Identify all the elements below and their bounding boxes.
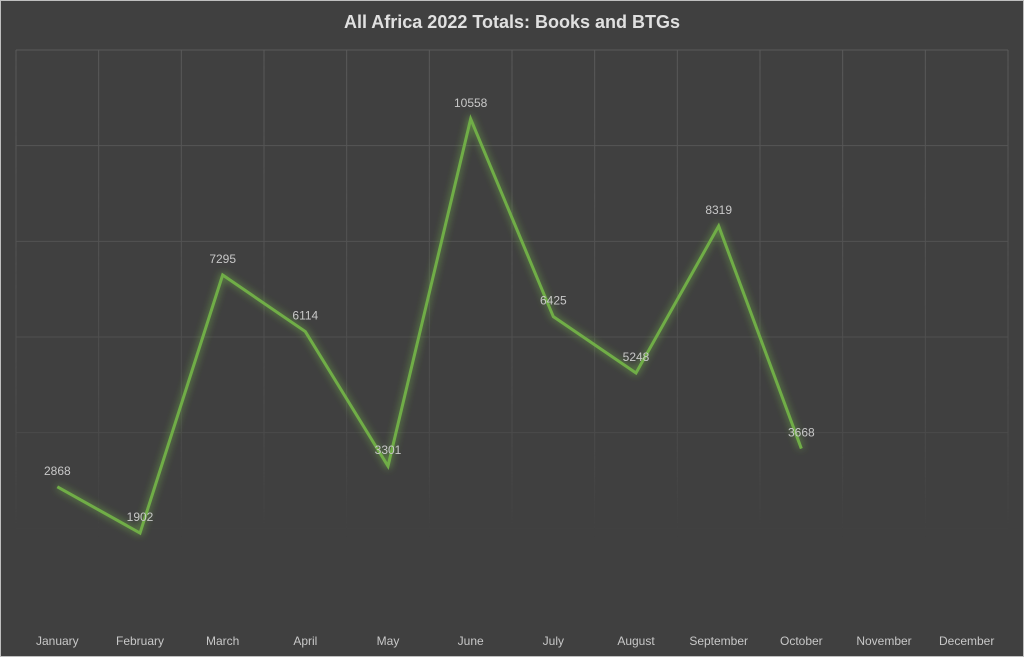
x-tick-label: March [206,634,239,648]
x-tick-label: July [543,634,564,648]
data-label: 8319 [705,203,732,217]
data-label: 6425 [540,294,567,308]
x-tick-label: September [689,634,748,648]
data-label: 3301 [375,443,402,457]
chart-title: All Africa 2022 Totals: Books and BTGs [343,12,681,32]
x-tick-label: April [293,634,317,648]
data-label: 1902 [127,510,154,524]
data-label: 10558 [454,96,488,110]
gridlines [15,49,1009,540]
x-tick-label: February [116,634,164,648]
x-axis: January February March April May June July Augu… [36,634,994,648]
data-label: 7295 [209,252,236,266]
x-tick-label: January [36,634,79,648]
series-line [56,114,803,536]
data-label: 5248 [623,350,650,364]
x-tick-label: December [939,634,994,648]
x-tick-label: May [377,634,400,648]
data-label: 2868 [44,464,71,478]
data-label: 3668 [788,426,815,440]
x-tick-label: August [617,634,655,648]
series-totals [56,114,803,536]
x-tick-label: November [856,634,911,648]
data-label: 6114 [292,309,318,323]
x-tick-label: October [780,634,823,648]
x-tick-label: June [458,634,484,648]
